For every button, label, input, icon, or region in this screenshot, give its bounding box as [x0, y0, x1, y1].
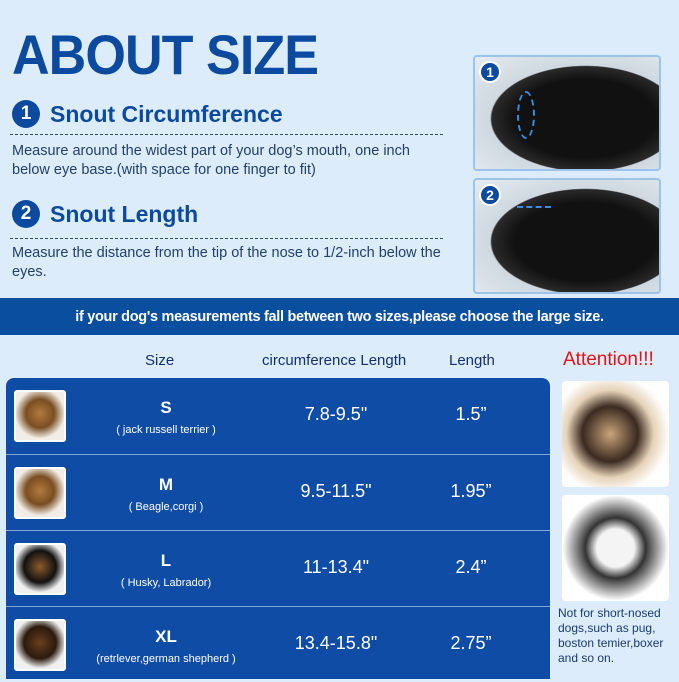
measure-line-icon [517, 206, 551, 208]
dog-thumbnail [14, 619, 66, 671]
circumference-value: 11-13.4" [302, 557, 370, 577]
header-size: Size [145, 352, 175, 369]
size-value: L [160, 551, 172, 570]
dog-thumbnail [14, 390, 66, 442]
size-value: S [160, 398, 172, 417]
length-value: 1.5” [455, 404, 487, 424]
dog-thumbnail [14, 543, 66, 595]
breed-text: (retrlever,german shepherd ) [96, 653, 236, 665]
divider [10, 134, 443, 135]
breed-text: ( jack russell terrier ) [116, 424, 216, 436]
breed-text: ( Beagle,corgi ) [128, 501, 204, 513]
snout-circumference-photo: 1 [473, 55, 661, 171]
size-value: M [158, 475, 174, 494]
measure-ring-icon [517, 91, 535, 139]
size-tip-banner: if your dog's measurements fall between … [0, 298, 679, 335]
step-1-heading: 1 Snout Circumference [12, 100, 283, 128]
number-2-icon: 2 [12, 200, 40, 228]
attention-label: Attention!!! [563, 349, 654, 370]
step-2-heading: 2 Snout Length [12, 200, 198, 228]
circumference-value: 7.8-9.5" [304, 404, 368, 424]
heading-text: Snout Circumference [50, 100, 283, 127]
step-2-description: Measure the distance from the tip of the… [12, 245, 441, 280]
step-1-description: Measure around the widest part of your d… [12, 143, 410, 178]
length-value: 2.4” [455, 557, 487, 577]
breed-text: ( Husky, Labrador) [120, 577, 212, 589]
table-row: S ( jack russell terrier ) 7.8-9.5" 1.5” [6, 378, 550, 454]
number-1-icon: 1 [12, 100, 40, 128]
french-bulldog-photo [562, 495, 669, 601]
size-table: S ( jack russell terrier ) 7.8-9.5" 1.5” M (… [6, 378, 550, 679]
divider [10, 238, 443, 239]
table-row: M ( Beagle,corgi ) 9.5-11.5" 1.95” [6, 454, 550, 530]
dog-thumbnail [14, 467, 66, 519]
pug-photo [562, 381, 669, 487]
header-circumference: circumference Length [262, 352, 407, 369]
length-value: 1.95” [450, 481, 492, 501]
circumference-value: 9.5-11.5" [300, 481, 372, 501]
circumference-value: 13.4-15.8" [294, 633, 378, 653]
snout-length-photo: 2 [473, 178, 661, 294]
attention-note: Not for short-nosed dogs,such as pug, bo… [558, 606, 664, 665]
header-length: Length [449, 352, 495, 369]
number-1-icon: 1 [479, 61, 501, 83]
length-value: 2.75” [450, 633, 492, 653]
heading-text: Snout Length [50, 200, 199, 227]
table-row: XL (retrlever,german shepherd ) 13.4-15.8"… [6, 606, 550, 682]
number-2-icon: 2 [479, 184, 501, 206]
page-title: ABOUT SIZE [12, 23, 319, 86]
size-value: XL [155, 627, 177, 646]
table-row: L ( Husky, Labrador) 11-13.4" 2.4” [6, 530, 550, 606]
